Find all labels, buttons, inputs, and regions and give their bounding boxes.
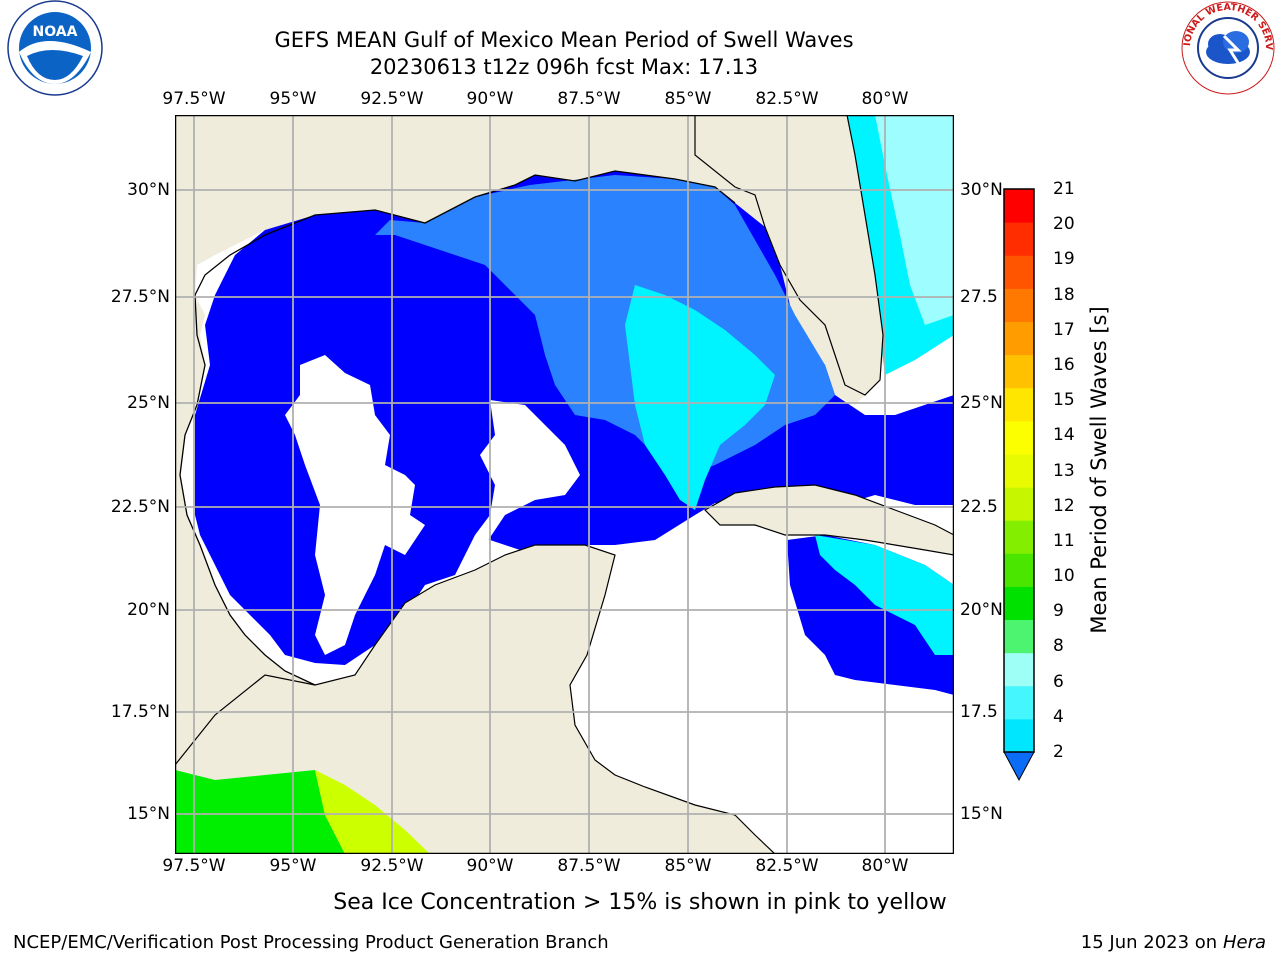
colorbar-swatch [1004, 685, 1034, 720]
lat-label: 17.5 [960, 702, 998, 722]
nws-logo: NATIONAL WEATHER SERVICE [1178, 0, 1275, 95]
noaa-logo: NOAA [7, 0, 103, 96]
colorbar-extend-arrow [1003, 751, 1035, 782]
lon-label: 80°W [861, 89, 909, 109]
colorbar-tick-label: 4 [1053, 706, 1064, 727]
colorbar-swatch [1004, 189, 1034, 223]
lon-label: 92.5°W [360, 89, 424, 109]
colorbar-swatch [1004, 520, 1034, 554]
us-coastline [194, 170, 736, 296]
swell-field-6to8s [625, 285, 775, 510]
colorbar-swatch [1004, 553, 1034, 587]
plot-title: GEFS MEAN Gulf of Mexico Mean Period of … [274, 28, 854, 52]
lon-label: 82.5°W [755, 89, 819, 109]
footer-date-text: 15 Jun 2023 on [1080, 932, 1218, 953]
lon-label: 80°W [861, 856, 909, 876]
lat-label: 27.5 [960, 287, 998, 307]
lat-label: 25°N [127, 393, 170, 413]
lon-label: 82.5°W [755, 856, 819, 876]
lon-label: 95°W [269, 856, 317, 876]
colorbar-tick-label: 10 [1053, 566, 1075, 587]
lat-label: 15°N [127, 804, 170, 824]
colorbar-tick-label: 12 [1053, 495, 1075, 516]
lat-label: 20°N [127, 600, 170, 620]
colorbar-tick-label: 2 [1053, 742, 1064, 762]
map-frame [175, 115, 954, 854]
lon-label: 87.5°W [557, 856, 621, 876]
footer-date: 15 Jun 2023 on Hera [1081, 932, 1266, 953]
colorbar-tick-label: 11 [1053, 530, 1075, 551]
colorbar-swatch [1004, 222, 1034, 256]
lon-label: 87.5°W [557, 89, 621, 109]
atlantic-swell-field-light [875, 115, 954, 325]
lat-label: 30°N [127, 180, 170, 200]
lon-label: 95°W [269, 89, 317, 109]
colorbar-tick-label: 20 [1053, 214, 1075, 235]
colorbar-swatch [1004, 255, 1034, 289]
colorbar-tick-label: 15 [1053, 390, 1075, 411]
colorbar-label: Mean Period of Swell Waves [s] [1087, 306, 1111, 634]
lat-label: 17.5°N [110, 702, 170, 722]
lat-label: 27.5°N [110, 287, 170, 307]
lon-label: 90°W [466, 89, 514, 109]
colorbar-tick-label: 13 [1053, 460, 1075, 481]
colorbar-swatch [1004, 453, 1034, 488]
lat-label: 20°N [960, 600, 1003, 620]
lon-label: 85°W [664, 89, 712, 109]
lat-label: 22.5 [960, 497, 998, 517]
colorbar-swatch [1004, 387, 1034, 422]
lon-label: 90°W [466, 856, 514, 876]
colorbar-tick-label: 16 [1053, 354, 1075, 375]
missing-data-patch-west [285, 355, 425, 655]
pacific-swell-field-yellow [315, 770, 430, 854]
lat-label: 30°N [960, 180, 1003, 200]
colorbar-swatch [1004, 718, 1034, 753]
colorbar-swatch [1004, 354, 1034, 389]
map-gridlines [175, 115, 954, 854]
sea-ice-note: Sea Ice Concentration > 15% is shown in … [333, 890, 947, 915]
colorbar-frame [1003, 188, 1035, 753]
colorbar-tick-label: 21 [1053, 179, 1075, 199]
lat-label: 25°N [960, 393, 1003, 413]
colorbar-swatch [1004, 619, 1034, 654]
lon-label: 97.5°W [162, 89, 226, 109]
colorbar-swatch [1004, 321, 1034, 356]
colorbar-swatch [1004, 586, 1034, 621]
lon-label: 85°W [664, 856, 712, 876]
colorbar-tick-label: 14 [1053, 425, 1075, 446]
colorbar-swatch [1004, 288, 1034, 322]
map-panel [175, 115, 954, 854]
colorbar [1003, 188, 1035, 782]
lat-label: 22.5°N [110, 497, 170, 517]
colorbar-tick-label: 9 [1053, 601, 1064, 622]
colorbar-tick-label: 18 [1053, 284, 1075, 305]
colorbar-tick-label: 17 [1053, 319, 1075, 340]
noaa-logo-text: NOAA [33, 24, 78, 40]
colorbar-swatch [1004, 420, 1034, 455]
lon-label: 97.5°W [162, 856, 226, 876]
colorbar-tick-label: 19 [1053, 249, 1075, 270]
footer-host: Hera [1222, 932, 1266, 953]
pacific-swell-field [175, 770, 345, 854]
colorbar-swatch [1004, 652, 1034, 687]
cuba-land [704, 484, 954, 556]
lon-label: 92.5°W [360, 856, 424, 876]
plot-subtitle: 20230613 t12z 096h fcst Max: 17.13 [369, 55, 759, 79]
lat-label: 15°N [960, 804, 1003, 824]
colorbar-tick-label: 6 [1053, 671, 1064, 692]
colorbar-tick-label: 8 [1053, 636, 1064, 657]
colorbar-swatch [1004, 487, 1034, 521]
florida-land [694, 115, 884, 396]
missing-data-patch-central [475, 400, 580, 545]
footer-credit: NCEP/EMC/Verification Post Processing Pr… [13, 932, 609, 953]
